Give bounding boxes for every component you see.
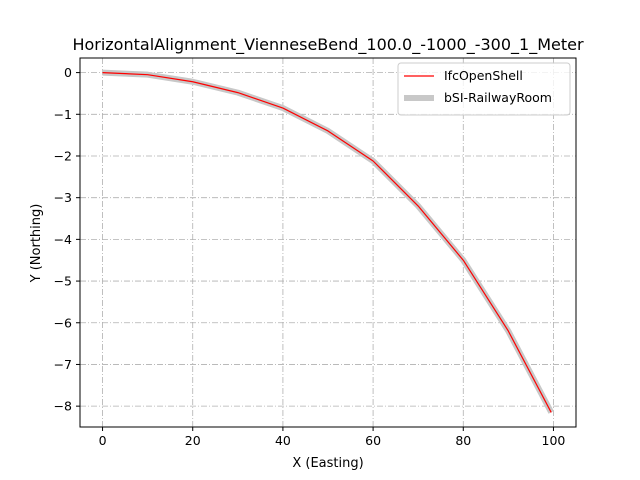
y-tick-label: −5 [54, 274, 72, 289]
y-tick-label: −8 [54, 399, 72, 414]
legend-frame [397, 62, 571, 116]
x-tick-label: 0 [99, 433, 107, 448]
grid [80, 58, 576, 427]
y-tick-label: −1 [54, 107, 72, 122]
y-tick-label: −4 [54, 232, 72, 247]
x-tick-label: 20 [185, 433, 201, 448]
ticks: 0 20 40 60 80 100 0 −1 −2 −3 −4 −5 −6 −7 −8 [54, 65, 566, 448]
x-tick-label: 60 [365, 433, 381, 448]
y-axis-label: Y (Northing) [29, 204, 44, 284]
y-tick-label: 0 [64, 65, 72, 80]
y-tick-label: −2 [54, 148, 72, 163]
plot-frame [79, 57, 577, 428]
legend-label-ifcopenshell: IfcOpenShell [444, 68, 523, 83]
series-line-ifcopenshell [102, 71, 552, 413]
series-group [102, 69, 554, 414]
legend-label-bsi-railwayroom: bSI-RailwayRoom [444, 90, 552, 105]
x-tick-label: 80 [455, 433, 471, 448]
x-axis-label: X (Easting) [292, 456, 363, 471]
y-tick-label: −3 [54, 190, 72, 205]
legend: IfcOpenShell bSI-RailwayRoom [397, 62, 571, 116]
x-tick-label: 40 [275, 433, 291, 448]
series-line-bsi-railwayroom [102, 69, 554, 414]
y-tick-label: −7 [54, 357, 72, 372]
y-tick-label: −6 [54, 315, 72, 330]
x-tick-label: 100 [542, 433, 566, 448]
chart-title: HorizontalAlignment_VienneseBend_100.0_-… [72, 35, 584, 55]
